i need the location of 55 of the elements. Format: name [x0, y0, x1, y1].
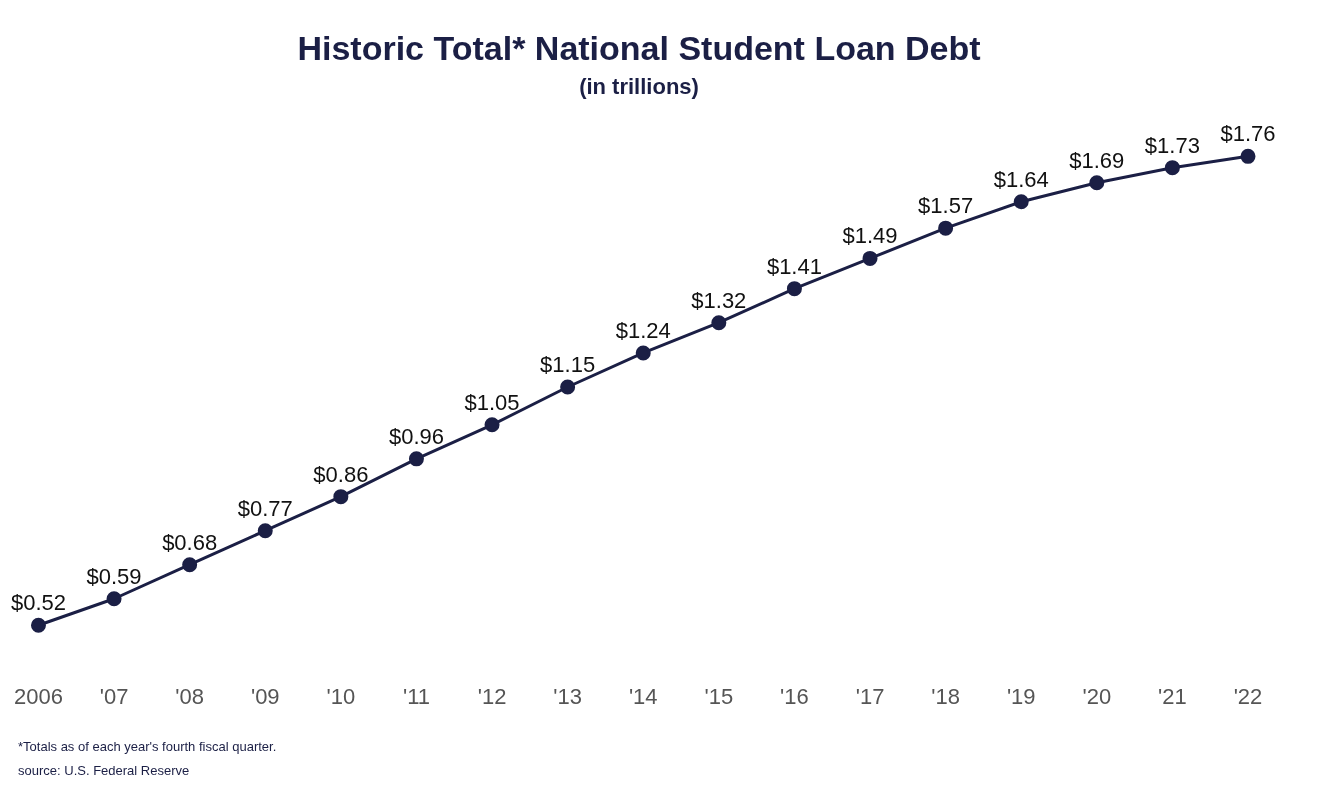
- x-tick-label: '15: [704, 683, 734, 709]
- point: [560, 379, 576, 395]
- text: *Totals as of each year's fourth fiscal quarter.: [18, 739, 277, 754]
- x-tick-label: '11: [402, 683, 430, 709]
- point: [106, 591, 122, 607]
- point: [333, 489, 349, 505]
- x-tick-label: '18: [931, 683, 960, 709]
- x-tick-label: 2006: [13, 683, 63, 709]
- x-tick-label: '12: [477, 683, 507, 709]
- data-label: $0.86: [313, 461, 369, 487]
- point: [635, 345, 651, 361]
- point: [1164, 160, 1180, 176]
- x-tick-label: '19: [1006, 683, 1036, 709]
- x-tick-label: '22: [1233, 683, 1263, 709]
- point: [484, 417, 500, 433]
- data-label: $1.73: [1144, 132, 1200, 158]
- x-tick-label: '08: [175, 683, 204, 709]
- x-tick-label: '17: [855, 683, 885, 709]
- point: [1013, 194, 1029, 210]
- x-tick-label: '16: [780, 683, 809, 709]
- chart-subtitle: (in trillions): [579, 74, 699, 100]
- data-label: $0.52: [10, 590, 66, 616]
- point: [182, 557, 198, 573]
- data-label: $1.32: [691, 287, 747, 313]
- data-label: $1.41: [766, 253, 822, 279]
- data-label: $1.05: [464, 389, 520, 415]
- data-label: $1.15: [540, 352, 596, 378]
- data-label: $1.76: [1220, 121, 1276, 147]
- source-note: source: U.S. Federal Reserve: [18, 763, 190, 778]
- x-tick-label: '07: [99, 683, 129, 709]
- data-label: $1.69: [1069, 147, 1125, 173]
- x-tick-label: '10: [326, 683, 356, 709]
- point: [862, 250, 878, 266]
- chart-title: Historic Total* National Student Loan Debt: [297, 28, 981, 67]
- point: [1089, 175, 1105, 191]
- point: [1240, 148, 1256, 164]
- data-label: $1.24: [615, 318, 671, 344]
- data-label: $0.59: [86, 563, 142, 589]
- x-tick-label: '13: [553, 683, 582, 709]
- data-label: $0.68: [162, 529, 218, 555]
- data-label: $1.64: [993, 166, 1049, 192]
- x-tick-label: '20: [1082, 683, 1112, 709]
- point: [938, 220, 954, 236]
- point: [408, 451, 424, 467]
- x-tick-label: '21: [1158, 683, 1187, 709]
- x-tick-label: '09: [250, 683, 280, 709]
- data-label: $0.96: [388, 423, 444, 449]
- data-label: $0.77: [237, 495, 293, 521]
- data-label: $1.57: [918, 193, 974, 219]
- data-label: $1.49: [842, 223, 898, 249]
- point: [786, 281, 802, 297]
- point: [257, 523, 273, 539]
- point: [711, 315, 727, 331]
- x-tick-label: '14: [628, 683, 658, 709]
- point: [30, 617, 46, 633]
